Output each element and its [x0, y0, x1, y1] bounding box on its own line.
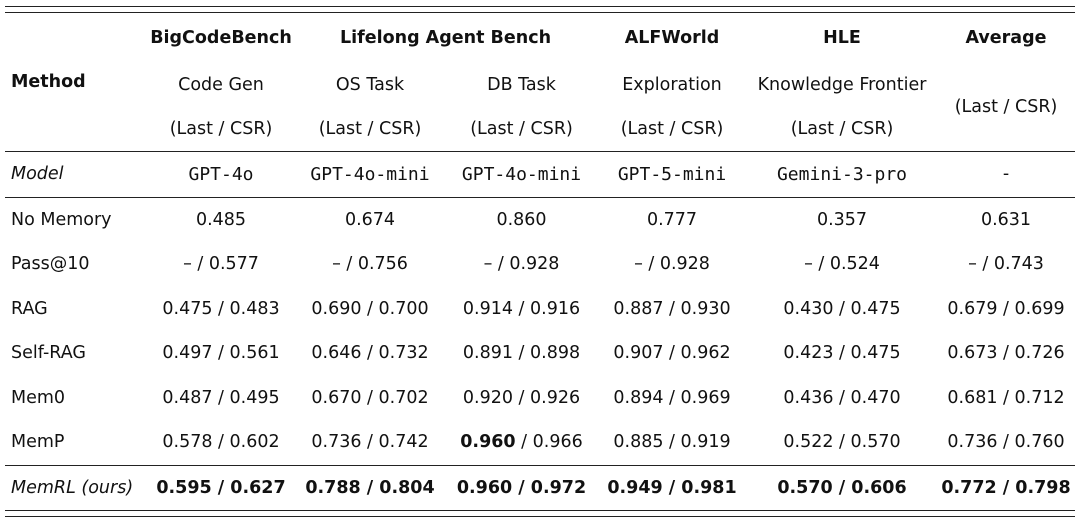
model-cell: GPT-4o: [148, 151, 294, 197]
task-exploration: Exploration: [622, 75, 722, 95]
method-header: Method: [11, 72, 86, 92]
table-row: Pass@10 – / 0.577 – / 0.756 – / 0.928 – …: [5, 242, 1075, 287]
table-cell: 0.914 / 0.916: [462, 298, 581, 319]
table-cell: 0.436 / 0.470: [783, 387, 901, 408]
row-label: Self-RAG: [11, 343, 86, 364]
table-cell: – / 0.743: [968, 254, 1044, 275]
plain-value: / 0.966: [515, 432, 583, 453]
table-cell: 0.578 / 0.602: [162, 432, 280, 453]
model-row: Model GPT-4o GPT-4o-mini GPT-4o-mini GPT…: [5, 151, 1075, 197]
table-cell: 0.949 / 0.981: [597, 464, 747, 511]
table-row: RAG 0.475 / 0.483 0.690 / 0.700 0.914 / …: [5, 287, 1075, 332]
table-cell: 0.679 / 0.699: [947, 298, 1065, 319]
table-cell: – / 0.756: [332, 254, 408, 275]
table-cell: 0.885 / 0.919: [613, 432, 731, 453]
table-cell: 0.736 / 0.760: [947, 432, 1065, 453]
table-cell: 0.497 / 0.561: [162, 343, 280, 364]
ours-row: MemRL (ours) 0.595 / 0.627 0.788 / 0.804…: [5, 464, 1075, 511]
task-code-gen: Code Gen: [178, 75, 264, 95]
table-cell: 0.522 / 0.570: [783, 432, 901, 453]
row-label: Model: [5, 151, 148, 197]
row-label: MemRL (ours): [5, 464, 148, 511]
task-knowledge-frontier: Knowledge Frontier: [757, 75, 927, 95]
table-cell: 0.485: [148, 196, 294, 242]
row-label: Pass@10: [11, 254, 90, 275]
table-cell: 0.673 / 0.726: [947, 343, 1065, 364]
table-cell: 0.920 / 0.926: [462, 387, 581, 408]
model-cell: GPT-5-mini: [597, 151, 747, 197]
table-cell: 0.357: [747, 196, 937, 242]
header-lifelong-agent-bench: Lifelong Agent Bench: [339, 28, 552, 48]
table-row: MemP 0.578 / 0.602 0.736 / 0.742 0.960 /…: [5, 420, 1075, 465]
model-cell: -: [937, 151, 1075, 197]
table-cell: 0.670 / 0.702: [311, 387, 429, 408]
table-cell: – / 0.928: [634, 254, 710, 275]
table-cell: 0.777: [597, 196, 747, 242]
table-cell: 0.907 / 0.962: [613, 343, 731, 364]
table-cell: – / 0.928: [483, 254, 560, 275]
table-cell: 0.772 / 0.798: [937, 464, 1075, 511]
metric-label: (Last / CSR): [470, 119, 573, 139]
table-row: Mem0 0.487 / 0.495 0.670 / 0.702 0.920 /…: [5, 376, 1075, 421]
table-row: No Memory 0.485 0.674 0.860 0.777 0.357 …: [5, 196, 1075, 242]
table-cell: 0.860: [446, 196, 597, 242]
table-row: Self-RAG 0.497 / 0.561 0.646 / 0.732 0.8…: [5, 331, 1075, 376]
table-cell: 0.430 / 0.475: [783, 298, 901, 319]
table-cell: 0.487 / 0.495: [162, 387, 280, 408]
table-cell: 0.960 / 0.972: [446, 464, 597, 511]
row-label: RAG: [11, 298, 48, 319]
table-cell: 0.891 / 0.898: [462, 343, 581, 364]
task-os: OS Task: [335, 75, 405, 95]
table-cell: – / 0.577: [183, 254, 259, 275]
table-cell: 0.595 / 0.627: [148, 464, 294, 511]
header-row-benchmarks: Method BigCodeBench Lifelong Agent Bench…: [5, 13, 1075, 92]
table-cell: 0.674: [294, 196, 446, 242]
row-label: MemP: [11, 432, 65, 453]
table-cell: 0.570 / 0.606: [747, 464, 937, 511]
header-hle: HLE: [823, 28, 861, 48]
metric-average: (Last / CSR): [954, 97, 1058, 117]
table-cell: 0.788 / 0.804: [294, 464, 446, 511]
metric-label: (Last / CSR): [790, 119, 894, 139]
metric-label: (Last / CSR): [169, 119, 273, 139]
top-rule: [5, 6, 1075, 7]
table-cell: 0.631: [937, 196, 1075, 242]
model-cell: GPT-4o-mini: [294, 151, 446, 197]
table-cell: 0.646 / 0.732: [311, 343, 429, 364]
metric-label: (Last / CSR): [318, 119, 422, 139]
table-cell: 0.887 / 0.930: [613, 298, 731, 319]
bottom-rule: [5, 516, 1075, 517]
table-cell: 0.423 / 0.475: [783, 343, 901, 364]
table-cell: 0.736 / 0.742: [311, 432, 429, 453]
header-average: Average: [965, 28, 1047, 48]
header-alfworld: ALFWorld: [624, 28, 720, 48]
header-row-tasks: Code Gen OS Task DB Task Exploration Kno…: [5, 63, 1075, 117]
model-cell: GPT-4o-mini: [446, 151, 597, 197]
metric-label: (Last / CSR): [620, 119, 724, 139]
table-cell: 0.894 / 0.969: [613, 387, 731, 408]
table-cell: 0.475 / 0.483: [162, 298, 280, 319]
task-db: DB Task: [487, 75, 556, 95]
header-bigcodebench: BigCodeBench: [150, 28, 292, 48]
table-cell: – / 0.524: [804, 254, 880, 275]
table-cell: 0.690 / 0.700: [311, 298, 429, 319]
bold-value: 0.960: [460, 432, 516, 453]
row-label: Mem0: [11, 387, 66, 408]
model-cell: Gemini-3-pro: [747, 151, 937, 197]
table-cell: 0.681 / 0.712: [947, 387, 1065, 408]
row-label: No Memory: [5, 196, 148, 242]
results-table: Method BigCodeBench Lifelong Agent Bench…: [5, 12, 1075, 511]
table-cell: 0.960 / 0.966: [446, 420, 597, 465]
header-row-metrics: (Last / CSR) (Last / CSR) (Last / CSR) (…: [5, 107, 1075, 152]
